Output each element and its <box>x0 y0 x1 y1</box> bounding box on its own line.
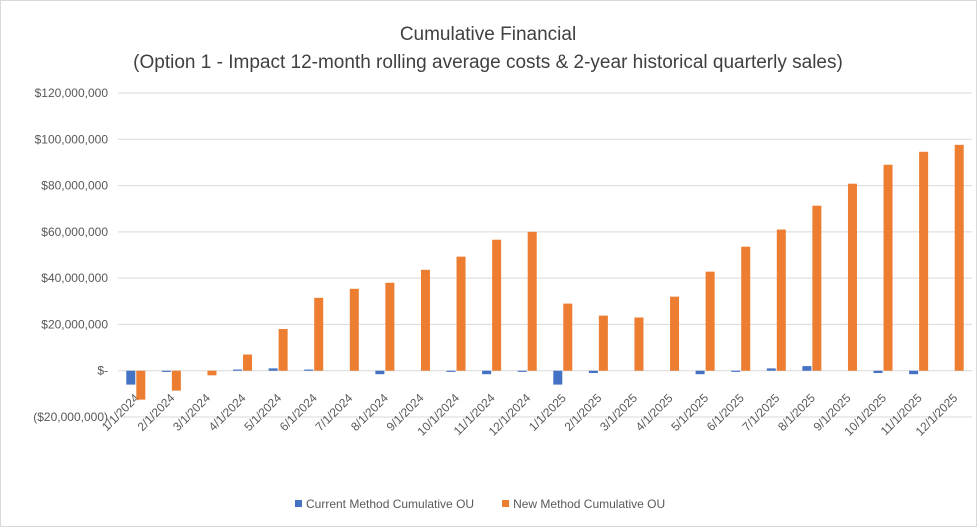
bar <box>883 164 893 371</box>
bar <box>268 368 278 371</box>
y-tick-label: ($20,000,000) <box>33 410 108 424</box>
bar <box>598 315 608 371</box>
bar <box>456 256 466 371</box>
y-tick-label: $80,000,000 <box>41 179 108 193</box>
bar <box>705 271 715 371</box>
bar <box>634 317 644 371</box>
y-tick-label: $- <box>97 364 108 378</box>
bar <box>731 370 741 372</box>
bar <box>136 370 146 400</box>
chart-subtitle: (Option 1 - Impact 12-month rolling aver… <box>133 52 843 73</box>
chart-title: Cumulative Financial <box>400 24 576 45</box>
bar <box>812 205 822 371</box>
bar <box>553 370 563 385</box>
bar <box>446 370 456 372</box>
bar <box>919 151 929 371</box>
bar <box>873 370 883 374</box>
bar <box>385 282 395 371</box>
bar <box>766 368 776 371</box>
bar <box>492 239 502 371</box>
y-tick-label: $120,000,000 <box>35 86 109 100</box>
bar <box>243 354 253 371</box>
bar <box>776 229 786 371</box>
legend-swatch <box>295 500 302 507</box>
y-tick-label: $40,000,000 <box>41 271 108 285</box>
bar <box>207 370 217 376</box>
bar <box>527 231 537 371</box>
bar <box>126 370 136 385</box>
bar <box>741 246 751 371</box>
bar <box>161 370 171 372</box>
bar <box>482 370 492 375</box>
bar <box>802 366 812 371</box>
bar <box>695 370 705 375</box>
bar <box>233 369 243 371</box>
legend-swatch <box>502 500 510 507</box>
bar <box>349 288 359 371</box>
bar <box>563 303 573 371</box>
bar <box>588 370 598 374</box>
bar <box>375 370 385 375</box>
bar <box>909 370 919 375</box>
bar <box>420 269 430 371</box>
bar <box>171 370 181 391</box>
bar <box>670 296 680 371</box>
y-tick-label: $100,000,000 <box>35 132 109 146</box>
bar <box>517 370 527 372</box>
legend-label: Current Method Cumulative OU <box>306 497 474 511</box>
y-tick-label: $20,000,000 <box>41 317 108 331</box>
bar <box>304 369 314 371</box>
bar <box>954 144 964 371</box>
y-tick-label: $60,000,000 <box>41 225 108 239</box>
bar <box>278 329 288 371</box>
bar <box>314 297 324 371</box>
bar <box>847 183 857 371</box>
legend-label: New Method Cumulative OU <box>513 497 665 511</box>
